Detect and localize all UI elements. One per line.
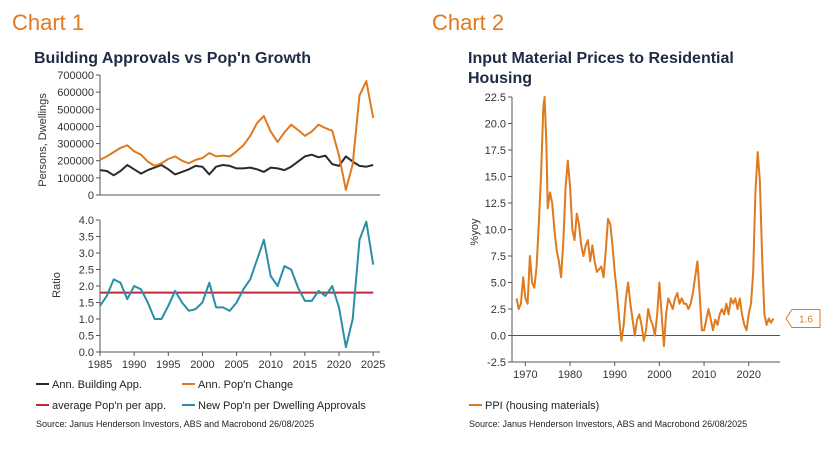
y-tick-label: 17.5 <box>485 145 506 157</box>
y-tick-label: 300000 <box>57 139 94 151</box>
y-tick-label: 10.0 <box>485 225 506 237</box>
chart1-title: Building Approvals vs Pop'n Growth <box>34 50 311 67</box>
x-tick-label: 2010 <box>258 359 282 371</box>
y-tick-label: 1.0 <box>79 314 94 326</box>
y-tick-label: 700000 <box>57 70 94 82</box>
y-tick-label: 0.0 <box>79 347 94 359</box>
y-tick-label: 100000 <box>57 173 94 185</box>
series-line <box>99 153 374 177</box>
x-tick-label: 2010 <box>692 369 716 381</box>
y-tick-label: 2.5 <box>491 304 506 316</box>
y-tick-label: -2.5 <box>487 357 506 369</box>
y-tick-label: 600000 <box>57 87 94 99</box>
chart2-plot: -2.5 0.0 2.5 5.0 7.5 10.0 12.5 15.0 17.5 20.0 22.5… <box>485 92 780 381</box>
y-tick-label: 2.5 <box>79 265 94 277</box>
y-tick-label: 0.5 <box>79 331 94 343</box>
x-tick-label: 2005 <box>224 359 248 371</box>
x-tick-label: 1995 <box>156 359 180 371</box>
y-tick-label: 3.0 <box>79 248 94 260</box>
chart1-label: Chart 1 <box>12 10 84 35</box>
y-tick-label: 7.5 <box>491 251 506 263</box>
chart2-source: Source: Janus Henderson Investors, ABS a… <box>469 419 747 429</box>
y-tick-label: 4.0 <box>79 215 94 227</box>
chart1-top-plot: 0 100000 200000 300000 400000 500000 600000 700… <box>57 70 380 202</box>
y-tick-label: 22.5 <box>485 92 506 104</box>
chart2-title-line2: Housing <box>468 70 532 87</box>
chart2-title-line1: Input Material Prices to Residential <box>468 50 734 67</box>
chart1-source: Source: Janus Henderson Investors, ABS a… <box>36 419 314 429</box>
x-tick-label: 1970 <box>513 369 537 381</box>
series-line <box>515 96 775 348</box>
y-tick-label: 200000 <box>57 156 94 168</box>
x-tick-label: 1990 <box>602 369 626 381</box>
y-tick-label: 400000 <box>57 121 94 133</box>
y-tick-label: 5.0 <box>491 278 506 290</box>
chart1-bottom-plot: 0.0 0.5 1.0 1.5 2.0 2.5 3.0 3.5 4.0 <box>79 215 380 359</box>
y-tick-label: 0.0 <box>491 331 506 343</box>
x-tick-label: 1990 <box>122 359 146 371</box>
y-tick-label: 15.0 <box>485 172 506 184</box>
chart1-legend: Ann. Building App. Ann. Pop'n Change ave… <box>36 379 366 412</box>
x-tick-label: 2025 <box>361 359 385 371</box>
callout-value: 1.6 <box>799 315 813 326</box>
x-tick-label: 2000 <box>647 369 671 381</box>
legend-building-app: Ann. Building App. <box>52 379 142 391</box>
y-tick-label: 1.5 <box>79 298 94 310</box>
y-tick-label: 500000 <box>57 104 94 116</box>
chart2-legend: PPI (housing materials) <box>469 400 599 412</box>
x-tick-label: 2020 <box>736 369 760 381</box>
legend-average: average Pop'n per app. <box>52 400 166 412</box>
y-tick-label: 12.5 <box>485 198 506 210</box>
callout-box <box>785 309 821 329</box>
y-tick-label: 20.0 <box>485 119 506 131</box>
series-line <box>99 220 375 349</box>
y-tick-label: 2.0 <box>79 281 94 293</box>
x-tick-label: 1980 <box>558 369 582 381</box>
x-tick-label: 2020 <box>327 359 351 371</box>
legend-ppi: PPI (housing materials) <box>485 400 599 412</box>
chart1-x-axis: 1985 1990 1995 2000 2005 2010 2015 2020 2025 <box>88 352 385 371</box>
legend-new-popn: New Pop'n per Dwelling Approvals <box>198 400 366 412</box>
chart2-last-value-callout: 1.6 <box>785 309 821 329</box>
y-tick-label: 0 <box>88 190 94 202</box>
y-tick-label: 3.5 <box>79 232 94 244</box>
chart1-bottom-y-axis-title: Ratio <box>51 272 63 298</box>
legend-popn-change: Ann. Pop'n Change <box>198 379 293 391</box>
chart2-label: Chart 2 <box>432 10 504 35</box>
x-tick-label: 2015 <box>293 359 317 371</box>
chart1-top-y-axis-title: Persons, Dwellings <box>37 93 49 187</box>
x-tick-label: 1985 <box>88 359 112 371</box>
series-line <box>99 80 375 191</box>
x-tick-label: 2000 <box>190 359 214 371</box>
chart2-y-axis-title: %yoy <box>469 218 481 245</box>
